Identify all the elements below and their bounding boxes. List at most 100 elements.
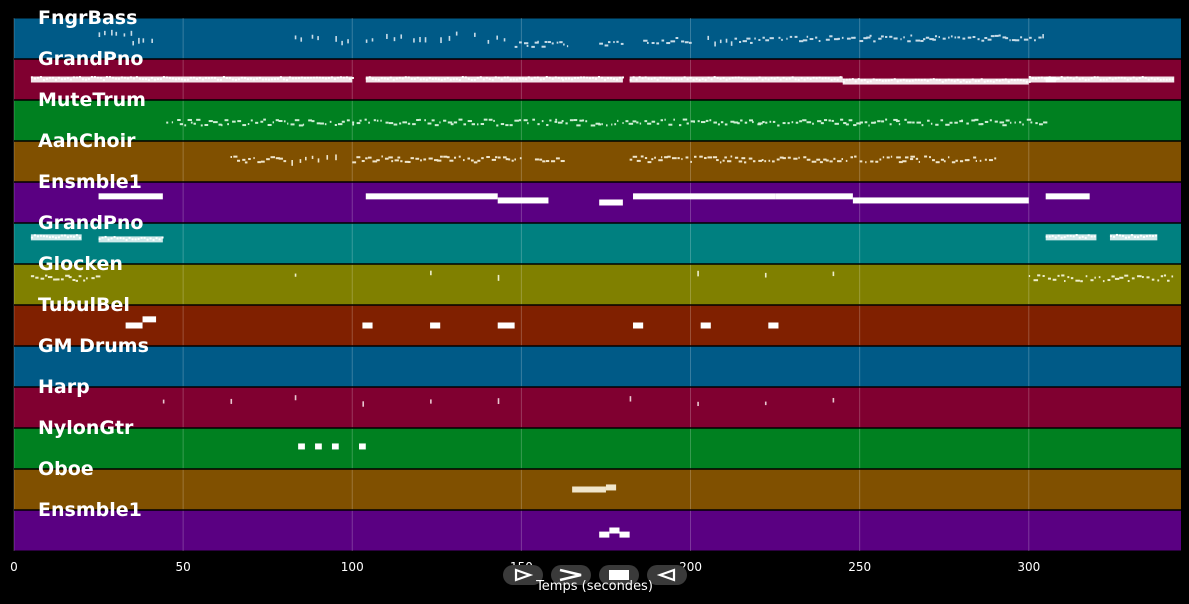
- note: [955, 159, 958, 162]
- note: [842, 80, 845, 83]
- note: [998, 34, 1001, 37]
- note: [66, 236, 69, 239]
- note: [261, 78, 264, 81]
- note: [591, 76, 594, 79]
- note: [380, 77, 383, 80]
- note: [391, 160, 394, 163]
- note: [190, 121, 193, 124]
- note: [367, 156, 372, 159]
- note: [967, 159, 970, 162]
- note: [707, 76, 710, 79]
- note: [551, 42, 554, 45]
- note: [237, 159, 241, 162]
- note: [840, 118, 844, 121]
- note: [222, 76, 225, 79]
- note: [829, 35, 833, 38]
- note: [779, 156, 784, 159]
- note: [611, 123, 613, 126]
- note: [135, 76, 138, 79]
- note: [742, 40, 747, 43]
- note: [863, 37, 868, 40]
- note: [683, 76, 686, 79]
- note: [916, 121, 922, 124]
- note: [823, 119, 828, 122]
- note: [707, 156, 713, 159]
- fast-forward-button[interactable]: [551, 565, 591, 585]
- note: [974, 118, 979, 121]
- note: [987, 38, 992, 41]
- note: [1061, 274, 1065, 277]
- note-segment: [30, 76, 353, 83]
- note: [505, 124, 509, 127]
- play-button[interactable]: [503, 565, 543, 585]
- note: [477, 159, 481, 162]
- note: [843, 122, 847, 125]
- note: [716, 159, 719, 162]
- track-lane: [14, 387, 1181, 428]
- note: [518, 41, 522, 44]
- note: [53, 278, 58, 281]
- track-label-8: TubulBel: [38, 294, 130, 316]
- note: [752, 121, 754, 124]
- note: [737, 76, 740, 79]
- note: [1043, 121, 1048, 124]
- note: [994, 157, 997, 160]
- note: [113, 236, 116, 239]
- note: [599, 531, 610, 538]
- note: [1051, 77, 1054, 80]
- note: [806, 121, 812, 124]
- stop-button[interactable]: [599, 565, 639, 585]
- note: [704, 157, 707, 160]
- note: [724, 123, 728, 126]
- note: [622, 122, 624, 125]
- note: [168, 76, 171, 79]
- note: [659, 76, 662, 79]
- note: [542, 78, 545, 81]
- note: [1111, 78, 1114, 81]
- note: [116, 237, 119, 240]
- note: [299, 159, 302, 163]
- note: [464, 76, 467, 79]
- note: [285, 78, 288, 81]
- track-notes-6: [30, 233, 1158, 243]
- note: [312, 76, 315, 79]
- note: [30, 275, 35, 278]
- note: [585, 76, 588, 79]
- note: [590, 124, 596, 127]
- note: [347, 39, 349, 44]
- note: [776, 76, 779, 79]
- play-icon: [514, 568, 534, 582]
- note: [365, 193, 498, 200]
- note: [138, 77, 141, 80]
- note: [551, 160, 556, 163]
- note: [817, 120, 822, 123]
- note: [400, 160, 403, 163]
- note: [282, 78, 285, 81]
- note: [368, 121, 370, 124]
- note: [629, 396, 632, 402]
- note: [797, 78, 800, 81]
- note: [365, 39, 368, 43]
- note: [758, 38, 761, 41]
- note: [1002, 124, 1007, 127]
- note: [758, 122, 763, 125]
- note: [1130, 234, 1133, 237]
- note: [283, 120, 286, 123]
- note: [1009, 39, 1011, 42]
- note: [290, 123, 295, 126]
- note: [653, 77, 656, 80]
- note: [237, 78, 240, 81]
- note: [666, 42, 671, 45]
- note: [1148, 234, 1151, 237]
- note: [63, 234, 66, 237]
- track-notes-4: [230, 154, 997, 166]
- note: [539, 158, 543, 161]
- note: [882, 156, 885, 159]
- note: [267, 78, 270, 81]
- note: [514, 119, 519, 122]
- note: [731, 76, 734, 79]
- note: [841, 158, 844, 161]
- note: [884, 79, 887, 82]
- note: [943, 160, 946, 163]
- rewind-button[interactable]: [647, 565, 687, 585]
